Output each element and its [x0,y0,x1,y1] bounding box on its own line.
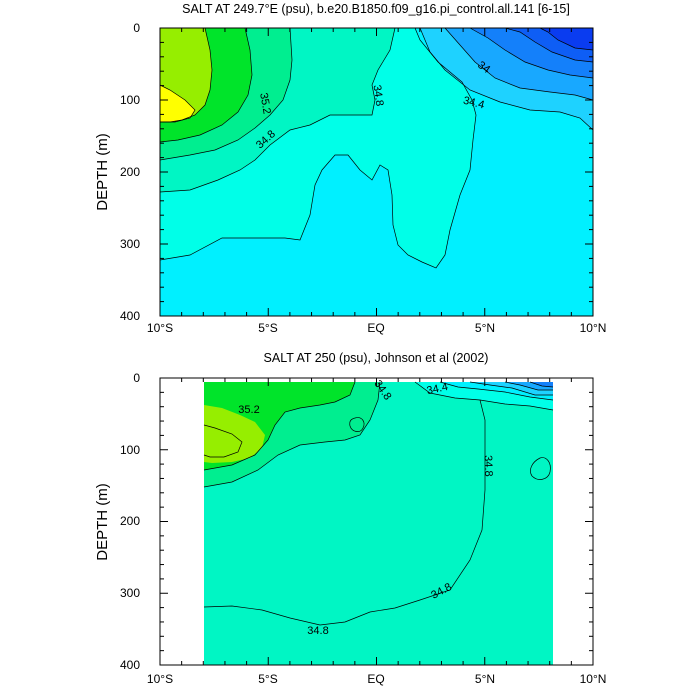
bottom-y-tick-label: 200 [120,514,140,528]
bottom-contour-line [203,424,243,458]
bottom-y-tick-label: 300 [120,586,140,600]
top-fill-35.6 [160,85,195,122]
top-y-tick-label: 300 [120,237,140,251]
bottom-y-axis-label: DEPTH (m) [94,483,111,561]
top-chart-title: SALT AT 249.7°E (psu), b.e20.B1850.f09_g… [182,2,570,16]
bottom-panel: SALT AT 250 (psu), Johnson et al (2002) … [94,351,606,686]
bottom-contour-line [469,381,553,396]
top-x-tick-labels: 10°S 5°S EQ 5°N 10°N [147,321,606,335]
top-contour-line [469,27,594,79]
bottom-x-tick-label: EQ [367,672,384,686]
top-contour-line [159,84,196,123]
top-contour-line [160,27,213,123]
bottom-contour-line [203,381,356,471]
bottom-contour-fills [204,382,553,665]
top-y-tick-labels: 0 100 200 300 400 [120,21,140,323]
bottom-x-tick-label: 10°S [147,672,173,686]
bottom-contour-line [530,457,551,480]
top-contour-label: 35.2 [257,92,273,115]
bottom-contour-line [529,381,554,388]
top-contour-labels: 35.2 34.8 34.8 34 34.4 [254,59,492,151]
bottom-contour-label: 34.4 [426,381,449,397]
bottom-y-tick-labels: 0 100 200 300 400 [120,371,140,672]
bottom-contour-line [504,381,553,391]
top-contour-line [159,27,396,193]
bottom-x-tick-label: 5°N [475,672,495,686]
top-contour-line [159,27,477,269]
top-axis-ticks [159,27,594,317]
bottom-contour-line [439,381,554,401]
top-contour-line [419,27,594,131]
top-x-tick-label: 5°S [258,321,277,335]
top-contour-line [159,27,253,143]
bottom-y-tick-label: 400 [120,658,140,672]
bottom-chart-title: SALT AT 250 (psu), Johnson et al (2002) [264,351,489,365]
top-panel: SALT AT 249.7°E (psu), b.e20.B1850.f09_g… [94,2,606,335]
top-x-tick-label: 10°S [147,321,173,335]
bottom-axis-ticks [159,377,594,666]
top-y-tick-label: 200 [120,165,140,179]
top-contour-label: 34.4 [462,95,486,112]
top-contour-line [504,27,594,63]
bottom-contour-line [203,381,381,488]
top-contour-line [539,27,594,51]
top-contour-line [444,27,594,101]
bottom-contour-label: 34.8 [482,455,495,477]
bottom-fill-35.4 [204,425,242,457]
bottom-x-tick-label: 10°N [580,672,607,686]
bottom-y-tick-label: 100 [120,443,140,457]
top-y-tick-label: 400 [120,309,140,323]
bottom-y-tick-label: 0 [133,371,140,385]
top-y-tick-label: 0 [133,21,140,35]
bottom-x-tick-labels: 10°S 5°S EQ 5°N 10°N [147,672,606,686]
bottom-contour-line [349,417,365,432]
top-y-tick-label: 100 [120,93,140,107]
bottom-contour-label: 35.2 [238,404,259,416]
top-y-axis-label: DEPTH (m) [94,133,111,211]
top-contour-label: 34.8 [371,84,386,107]
bottom-x-tick-label: 5°S [258,672,277,686]
top-x-tick-label: EQ [367,321,384,335]
top-x-tick-label: 10°N [580,321,607,335]
top-contour-line [159,27,293,161]
bottom-contour-lines [203,381,554,626]
top-contour-label: 34 [475,59,492,76]
bottom-contour-line [479,399,554,411]
top-contour-fills [160,28,593,316]
top-contour-lines [159,27,594,269]
top-x-tick-label: 5°N [475,321,495,335]
bottom-contour-label: 34.8 [307,625,328,637]
bottom-fill-33.8 [530,382,553,387]
top-fill-33.4 [540,28,593,50]
